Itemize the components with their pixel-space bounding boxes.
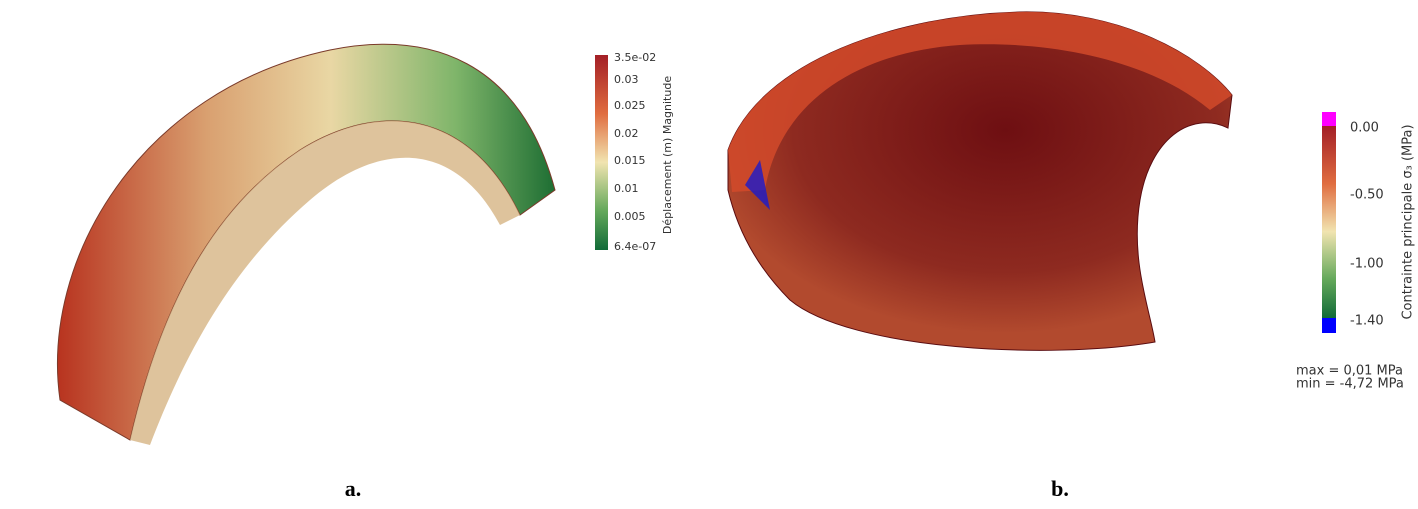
colorbar-tick: 6.4e-07 (614, 240, 656, 253)
caption: a. (345, 476, 362, 501)
colorbar-over (1322, 112, 1336, 126)
colorbar-tick: 0.02 (614, 127, 639, 140)
colorbar-tick: 0.00 (1350, 121, 1379, 136)
colorbar (595, 55, 608, 250)
colorbar-tick: 0.03 (614, 73, 639, 86)
displacement-render (56, 43, 556, 445)
colorbar-tick: 0.025 (614, 99, 646, 112)
caption: b. (1051, 476, 1069, 501)
colorbar-under (1322, 318, 1336, 333)
min-text: min = -4,72 MPa (1296, 377, 1404, 392)
colorbar-title: Contrainte principale σ₃ (MPa) (1401, 124, 1416, 319)
colorbar-tick: -0.50 (1350, 188, 1384, 203)
colorbar-tick: -1.00 (1350, 257, 1384, 272)
stress-render (727, 11, 1233, 351)
colorbar-tick: 0.01 (614, 182, 639, 195)
colorbar-tick: 0.015 (614, 154, 646, 167)
colorbar-title: Déplacement (m) Magnitude (661, 76, 674, 234)
colorbar-tick: -1.40 (1350, 314, 1384, 329)
colorbar-tick: 3.5e-02 (614, 51, 656, 64)
max-text: max = 0,01 MPa (1296, 364, 1403, 379)
colorbar (1322, 126, 1336, 318)
colorbar-tick: 0.005 (614, 210, 646, 223)
